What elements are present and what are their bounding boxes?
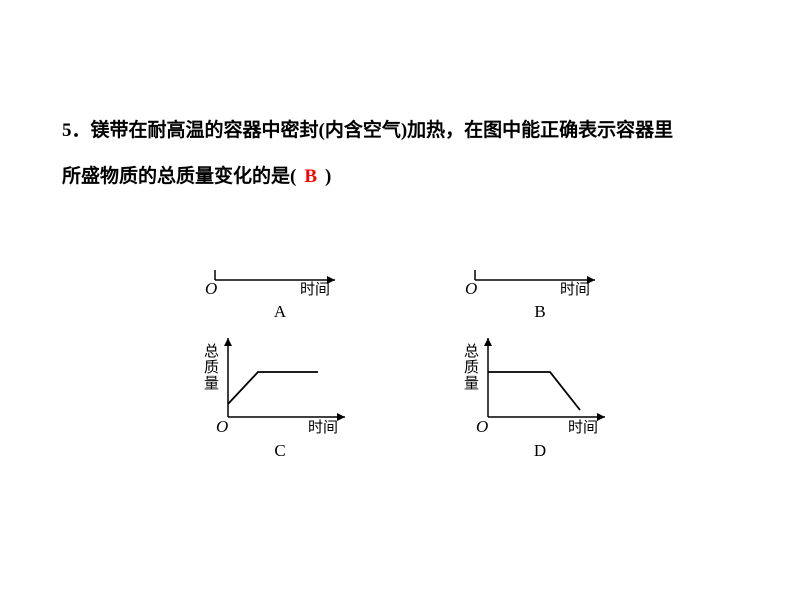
question-number: 5 (62, 120, 72, 141)
xaxis-A: 时间 (300, 281, 330, 298)
xaxis-C: 时间 (308, 419, 338, 436)
question-text-2: 所盛物质的总质量变化的是( (62, 166, 296, 187)
diagram-A: O 时间 (175, 270, 385, 298)
ylabel-D-1: 质 (464, 359, 479, 376)
label-D: D (435, 441, 645, 461)
xaxis-B: 时间 (560, 281, 590, 298)
ylabel-D-0: 总 (464, 343, 479, 360)
origin-D: O (476, 417, 488, 436)
chart-D-svg: 总 质 量 O 时间 (450, 332, 630, 437)
origin-A: O (205, 279, 217, 298)
chart-A-svg: O 时间 (195, 270, 365, 298)
ylabel-C-1: 质 (204, 359, 219, 376)
question-dot: ． (72, 120, 91, 141)
label-A: A (175, 302, 385, 322)
diagram-C: 总 质 量 O 时间 (175, 332, 385, 437)
origin-C: O (216, 417, 228, 436)
ylabel-D-2: 量 (464, 376, 479, 392)
chart-B-svg: O 时间 (455, 270, 625, 298)
ylabel-C-2: 量 (204, 376, 219, 392)
label-row-2: C D (175, 441, 645, 461)
diagram-row-2: 总 质 量 O 时间 总 质 量 O 时间 (175, 332, 645, 437)
origin-B: O (465, 279, 477, 298)
question-text-1: 镁带在耐高温的容器中密封(内含空气)加热，在图中能正确表示容器里 (91, 120, 674, 141)
label-B: B (435, 302, 645, 322)
question-block: 5．镁带在耐高温的容器中密封(内含空气)加热，在图中能正确表示容器里 所盛物质的… (62, 108, 742, 199)
diagrams-grid: O 时间 O 时间 A B (175, 270, 645, 471)
diagram-row-1: O 时间 O 时间 (175, 270, 645, 298)
label-row-1: A B (175, 302, 645, 322)
chart-C-svg: 总 质 量 O 时间 (190, 332, 370, 437)
close-paren: ) (325, 166, 331, 187)
diagram-D: 总 质 量 O 时间 (435, 332, 645, 437)
diagram-B: O 时间 (435, 270, 645, 298)
answer-letter: B (296, 166, 325, 187)
label-C: C (175, 441, 385, 461)
xaxis-D: 时间 (568, 419, 598, 436)
ylabel-C-0: 总 (204, 343, 219, 360)
